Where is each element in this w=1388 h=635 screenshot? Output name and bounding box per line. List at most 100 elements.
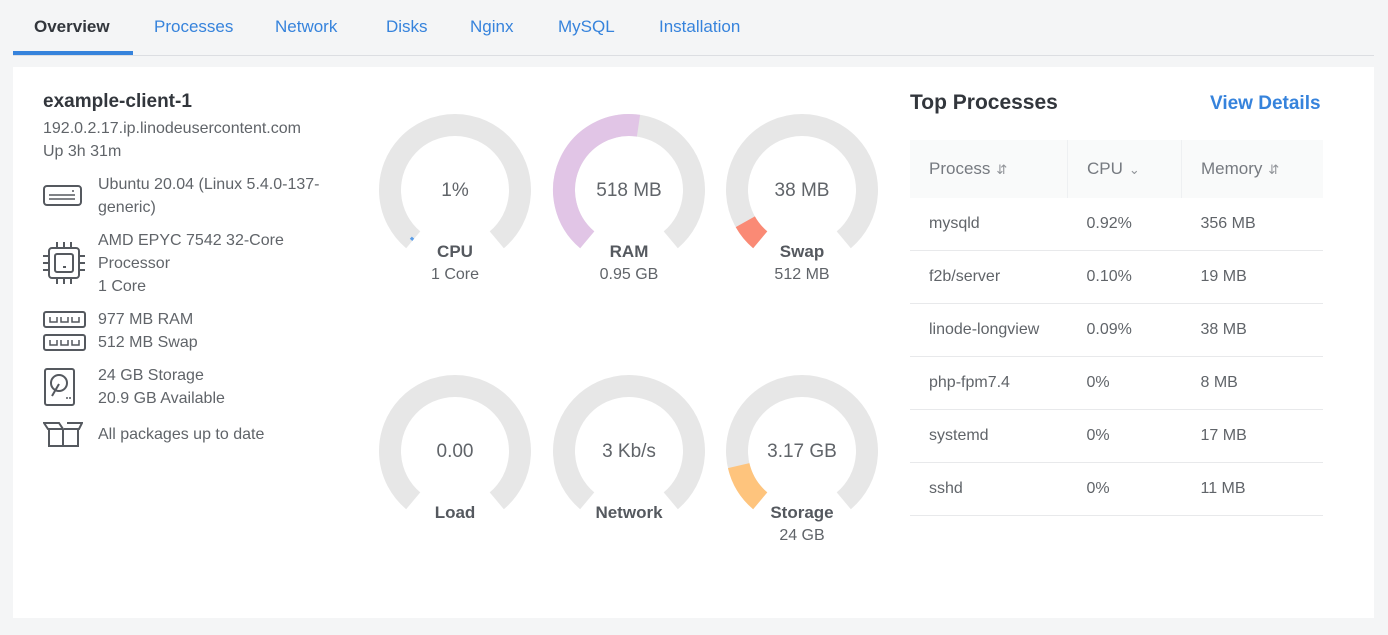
column-label: Process — [929, 159, 991, 178]
column-label: CPU — [1087, 159, 1123, 178]
gauge-value: 3 Kb/s — [602, 441, 656, 462]
column-label: Memory — [1201, 159, 1263, 178]
gauge-arc — [379, 114, 531, 249]
cell-memory: 19 MB — [1181, 250, 1323, 304]
gauge-track — [553, 375, 705, 510]
cell-memory: 17 MB — [1181, 409, 1323, 463]
cell-cpu: 0.10% — [1067, 250, 1182, 304]
gauge-fill — [553, 114, 641, 249]
uptime: Up 3h 31m — [43, 143, 122, 160]
table-row: sshd 0% 11 MB — [910, 462, 1323, 516]
gauge-load: 0.00 Load — [370, 373, 540, 573]
cpu-chip-icon — [43, 242, 85, 284]
os-line-1: Ubuntu 20.04 (Linux 5.4.0-137- — [98, 176, 320, 193]
tab-nginx[interactable]: Nginx — [470, 17, 514, 36]
cell-cpu: 0.09% — [1067, 303, 1182, 357]
tab-mysql[interactable]: MySQL — [558, 17, 615, 36]
table-row: mysqld 0.92% 356 MB — [910, 198, 1323, 251]
cell-cpu: 0% — [1067, 356, 1182, 410]
column-header-process[interactable]: Process ⇵ — [910, 140, 1068, 198]
tab-bar: Overview Processes Network Disks Nginx M… — [13, 0, 1374, 56]
tab-installation[interactable]: Installation — [659, 17, 741, 36]
column-header-cpu[interactable]: CPU ⌄ — [1067, 140, 1182, 198]
cell-cpu: 0.92% — [1067, 198, 1182, 251]
tab-disks[interactable]: Disks — [386, 17, 428, 36]
gauge-fill — [409, 236, 415, 241]
gauge-subtitle: 0.95 GB — [599, 266, 659, 283]
gauge-arc — [553, 375, 705, 510]
gauge-track — [726, 114, 878, 249]
gauge-arc — [726, 114, 878, 249]
gauge-cpu: 1% CPU 1 Core — [370, 112, 540, 312]
gauge-fill — [727, 462, 768, 510]
table-row: php-fpm7.4 0% 8 MB — [910, 356, 1323, 410]
gauge-title: Swap — [779, 242, 825, 261]
cell-process: php-fpm7.4 — [910, 356, 1068, 410]
table-row: linode-longview 0.09% 38 MB — [910, 303, 1323, 357]
os-line-2: generic) — [98, 199, 156, 216]
host-address: 192.0.2.17.ip.linodeusercontent.com — [43, 120, 301, 137]
cell-process: systemd — [910, 409, 1068, 463]
gauge-value: 518 MB — [596, 180, 662, 201]
view-details-link[interactable]: View Details — [1210, 93, 1321, 114]
gauge-arc — [379, 375, 531, 510]
tab-overview[interactable]: Overview — [34, 17, 110, 36]
gauge-title: RAM — [609, 242, 649, 261]
ram-line: 977 MB RAM — [98, 311, 194, 328]
gauge-track — [379, 375, 531, 510]
storage-line-2: 20.9 GB Available — [98, 390, 225, 407]
cpu-line-1: AMD EPYC 7542 32-Core — [98, 232, 284, 249]
gauge-value: 1% — [441, 180, 469, 201]
cell-memory: 8 MB — [1181, 356, 1323, 410]
gauge-track — [379, 114, 531, 249]
memory-icon — [43, 311, 86, 351]
gauge-value: 38 MB — [774, 180, 830, 201]
hard-disk-icon — [44, 368, 75, 406]
host-name: example-client-1 — [43, 91, 192, 112]
packages-status: All packages up to date — [98, 426, 265, 443]
cell-process: sshd — [910, 462, 1068, 516]
table-row: systemd 0% 17 MB — [910, 409, 1323, 463]
gauge-network: 3 Kb/s Network — [544, 373, 714, 573]
cell-memory: 11 MB — [1181, 462, 1323, 516]
top-processes-table: Process ⇵ CPU ⌄ Memory ⇵ mysqld 0.92% 356 MB f… — [910, 140, 1323, 516]
gauge-swap: 38 MB Swap 512 MB — [717, 112, 887, 312]
table-row: f2b/server 0.10% 19 MB — [910, 250, 1323, 304]
gauge-value: 0.00 — [436, 441, 474, 462]
gauge-fill — [735, 216, 768, 249]
cpu-line-2: Processor — [98, 255, 171, 272]
tab-network[interactable]: Network — [275, 17, 338, 36]
swap-line: 512 MB Swap — [98, 334, 198, 351]
gauge-title: Storage — [770, 503, 834, 522]
gauge-arc — [726, 375, 878, 510]
gauge-title: Load — [434, 503, 476, 522]
server-icon — [43, 185, 82, 206]
storage-line-1: 24 GB Storage — [98, 367, 204, 384]
gauge-arc — [553, 114, 705, 249]
cell-process: linode-longview — [910, 303, 1068, 357]
gauge-value: 3.17 GB — [767, 441, 837, 462]
column-header-memory[interactable]: Memory ⇵ — [1181, 140, 1323, 198]
sort-descending-icon: ⌄ — [1128, 162, 1140, 177]
sort-both-icon: ⇵ — [996, 162, 1008, 177]
sort-both-icon: ⇵ — [1268, 162, 1280, 177]
active-tab-indicator — [13, 51, 133, 55]
top-processes-title: Top Processes — [910, 91, 1058, 114]
gauge-subtitle: 1 Core — [430, 266, 480, 283]
gauge-storage: 3.17 GB Storage 24 GB — [717, 373, 887, 573]
cell-memory: 356 MB — [1181, 198, 1323, 251]
gauge-subtitle: 24 GB — [779, 527, 825, 544]
overview-card: example-client-1 192.0.2.17.ip.linodeuse… — [13, 67, 1374, 618]
gauge-ram: 518 MB RAM 0.95 GB — [544, 112, 714, 312]
tab-processes[interactable]: Processes — [154, 17, 234, 36]
gauge-title: CPU — [437, 242, 473, 261]
gauge-track — [726, 375, 878, 510]
cell-cpu: 0% — [1067, 462, 1182, 516]
cell-cpu: 0% — [1067, 409, 1182, 463]
cpu-line-3: 1 Core — [98, 278, 147, 295]
package-icon — [43, 422, 83, 447]
cell-process: mysqld — [910, 198, 1068, 251]
gauge-title: Network — [595, 503, 663, 522]
gauge-subtitle: 512 MB — [774, 266, 830, 283]
cell-process: f2b/server — [910, 250, 1068, 304]
